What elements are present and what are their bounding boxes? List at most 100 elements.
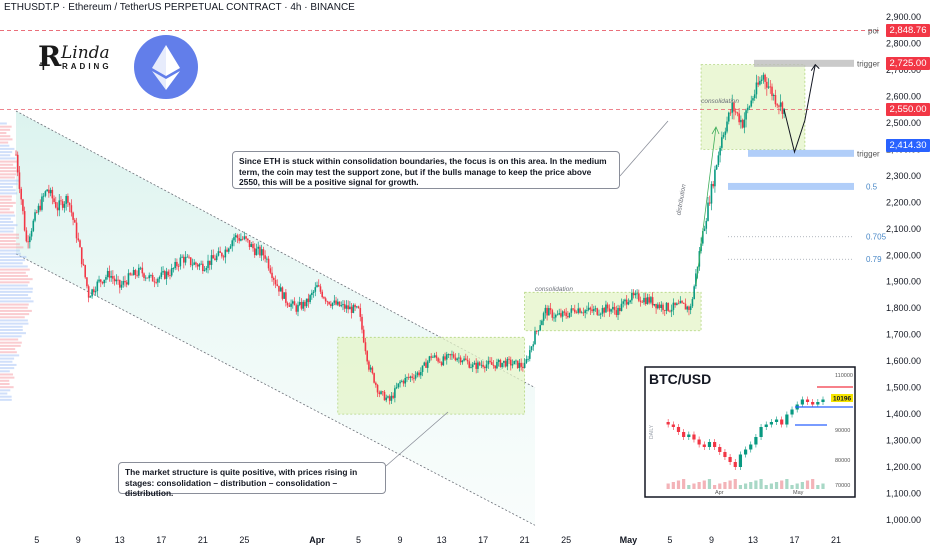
candle-body — [759, 80, 761, 85]
price-tag-key-level: 2,550.00 — [886, 103, 930, 117]
candle-body — [388, 396, 391, 401]
candle-body — [362, 329, 365, 343]
btc-candle-body — [697, 439, 701, 445]
candle-body — [677, 303, 680, 305]
candle-body — [593, 308, 595, 312]
volume-profile-bar — [0, 281, 30, 284]
candle-body — [426, 361, 429, 368]
volume-profile-bar — [0, 262, 23, 265]
candle-body — [715, 164, 718, 170]
btc-candle-body — [805, 399, 810, 402]
candle-body — [207, 260, 209, 268]
candle-body — [272, 277, 275, 280]
btc-candle-body — [723, 452, 727, 457]
candle-body — [176, 261, 178, 267]
candle-body — [774, 95, 777, 105]
candle-body — [151, 275, 154, 282]
volume-profile-bar — [0, 313, 30, 316]
candle-body — [196, 264, 199, 267]
candle-body — [335, 300, 337, 305]
volume-profile-bar — [0, 128, 11, 131]
candle-body — [634, 293, 637, 296]
candle-body — [624, 299, 626, 302]
candle-body — [241, 238, 244, 240]
level-band-1 — [754, 59, 854, 67]
brand-text-rading: RADING — [62, 62, 112, 71]
volume-profile-bar — [0, 303, 29, 306]
candle-body — [29, 236, 31, 243]
candle-body — [551, 310, 554, 318]
x-tick-label: 5 — [356, 535, 361, 545]
candle-body — [449, 354, 452, 356]
x-tick-label: 25 — [561, 535, 571, 545]
candle-body — [399, 381, 401, 384]
descending-channel-fill — [16, 110, 535, 526]
level-label-0: poi — [868, 27, 879, 36]
volume-profile-bar — [0, 367, 15, 370]
candle-body — [37, 205, 40, 213]
candle-body — [639, 300, 642, 302]
x-tick-label: 9 — [76, 535, 81, 545]
volume-profile-bar — [0, 198, 12, 201]
candle-body — [42, 195, 45, 197]
candle-body — [695, 273, 697, 287]
candle-body — [689, 306, 692, 310]
candle-body — [722, 134, 725, 138]
volume-profile-bar — [0, 227, 15, 230]
candle-body — [93, 289, 95, 293]
candle-body — [264, 255, 266, 259]
candle-body — [276, 284, 279, 286]
candle-body — [106, 270, 109, 278]
candle-body — [139, 267, 142, 269]
volume-profile-bar — [0, 278, 33, 281]
candle-body — [124, 280, 126, 283]
volume-profile-bar — [0, 236, 20, 239]
candle-body — [548, 308, 550, 316]
btc-candle-body — [774, 419, 779, 422]
candle-body — [420, 371, 422, 376]
candle-body — [369, 367, 372, 370]
volume-profile-bar — [0, 316, 25, 319]
candle-body — [240, 238, 242, 241]
candle-body — [184, 257, 187, 263]
candle-body — [489, 360, 491, 363]
btc-volume-bar — [764, 485, 768, 489]
candle-body — [669, 310, 671, 312]
candle-body — [454, 357, 457, 361]
btc-candle-body — [687, 434, 691, 437]
btc-volume-bar — [811, 479, 815, 489]
candle-body — [136, 274, 138, 276]
candle-body — [352, 304, 355, 313]
btc-inset-x-tick: May — [793, 490, 804, 496]
candle-body — [660, 304, 663, 308]
volume-profile-bar — [0, 132, 7, 135]
candle-body — [25, 230, 28, 242]
candle-body — [212, 255, 215, 259]
candle-body — [596, 308, 599, 315]
btc-last-price-tag: 10196 — [833, 396, 851, 403]
candle-body — [58, 200, 61, 211]
candle-body — [643, 297, 645, 303]
candle-body — [347, 305, 349, 310]
volume-profile-bar — [0, 224, 18, 227]
volume-profile-bar — [0, 205, 13, 208]
btc-candle-body — [749, 444, 753, 450]
candle-body — [105, 277, 107, 280]
ethereum-logo-facet-right — [166, 45, 180, 76]
candle-body — [764, 74, 766, 82]
candle-body — [321, 291, 324, 298]
candle-body — [99, 279, 102, 282]
analysis-note-top: Since ETH is stuck within consolidation … — [232, 151, 620, 189]
candle-body — [750, 100, 753, 107]
candle-body — [644, 297, 647, 305]
candle-body — [577, 308, 580, 313]
candle-body — [423, 362, 426, 366]
candle-body — [233, 237, 235, 241]
candle-body — [717, 155, 720, 165]
volume-profile-bar — [0, 379, 10, 382]
chart-header-title: ETHUSDT.P · Ethereum / TetherUS PERPETUA… — [4, 2, 355, 13]
candle-body — [177, 266, 180, 268]
brand-letter-t: T — [40, 61, 47, 73]
